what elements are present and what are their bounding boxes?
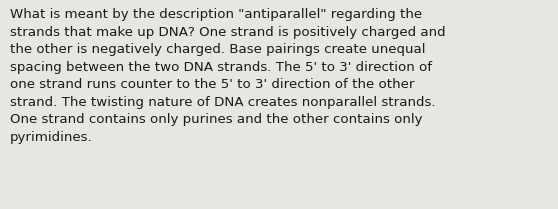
Text: What is meant by the description "antiparallel" regarding the
strands that make : What is meant by the description "antipa… (10, 8, 446, 144)
